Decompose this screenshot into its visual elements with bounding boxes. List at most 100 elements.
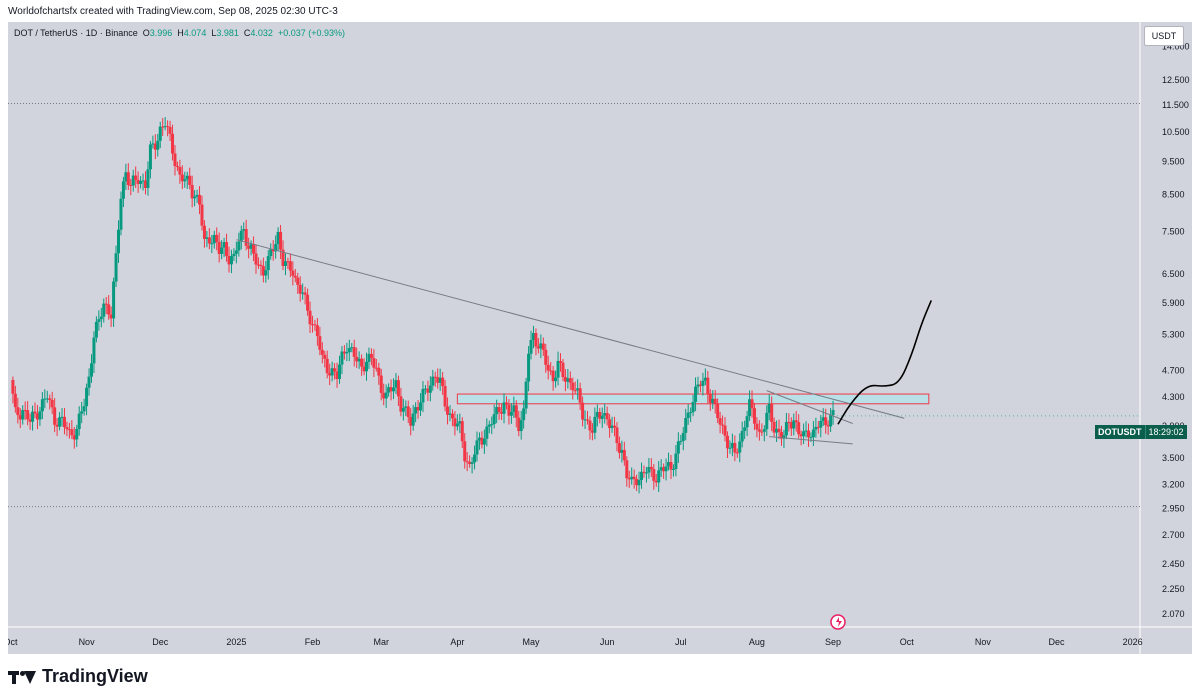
candle-body (35, 413, 39, 420)
candle-body (193, 196, 197, 199)
candle-body (65, 427, 69, 430)
candle-body (477, 437, 481, 441)
candle-body (220, 247, 224, 254)
candle-body (583, 419, 587, 421)
x-tick-label: Sep (825, 637, 841, 647)
candle-body (392, 387, 396, 392)
candle-body (274, 244, 278, 252)
candle-body (136, 179, 140, 184)
y-tick-label: 4.300 (1162, 392, 1185, 402)
candle-body (590, 430, 594, 433)
candle-body (313, 324, 317, 326)
candle-body (87, 376, 91, 388)
candle-body (816, 426, 820, 428)
candle-body (728, 447, 732, 449)
candle-body (659, 467, 663, 471)
candle-body (750, 399, 754, 409)
y-tick-label: 14.000 (1162, 41, 1190, 51)
candle-body (242, 229, 246, 231)
candle-body (116, 229, 120, 254)
candle-body (161, 126, 165, 128)
currency-button[interactable]: USDT (1144, 26, 1184, 46)
candle-body (686, 412, 690, 418)
candle-body (97, 319, 101, 322)
candle-body (237, 241, 241, 251)
candle-body (507, 404, 511, 416)
candle-body (617, 443, 621, 453)
candle-body (43, 398, 47, 400)
candle-body (345, 352, 349, 354)
candle-body (740, 430, 744, 442)
candle-body (755, 423, 759, 430)
candle-body (357, 358, 361, 362)
candle-body (504, 402, 508, 405)
candle-body (21, 410, 25, 420)
candle-body (396, 380, 400, 397)
candle-body (480, 437, 484, 445)
candle-body (210, 243, 214, 245)
candle-body (824, 417, 828, 426)
tradingview-brand[interactable]: TradingView (8, 666, 148, 687)
candle-body (524, 381, 528, 409)
candle-body (340, 351, 344, 365)
x-tick-label: Feb (305, 637, 321, 647)
candle-body (72, 435, 76, 440)
symbol-name: DOT / TetherUS · 1D · Binance (14, 28, 138, 38)
candle-body (121, 181, 125, 199)
candle-body (205, 237, 209, 239)
candle-body (212, 234, 216, 244)
candle-body (556, 360, 560, 378)
candle-body (689, 412, 693, 414)
candle-body (630, 476, 634, 480)
candle-body (721, 424, 725, 426)
event-marker-icon[interactable] (830, 614, 846, 630)
price-badge: DOTUSDT 18:29:02 (1095, 425, 1187, 439)
candle-body (487, 424, 491, 427)
candle-body (502, 402, 506, 414)
candle-body (153, 143, 157, 150)
candle-body (593, 416, 597, 433)
candle-body (676, 441, 680, 454)
candle-body (644, 472, 648, 474)
candle-body (463, 441, 467, 462)
candle-body (431, 376, 435, 386)
candle-body (156, 140, 160, 150)
candle-body (586, 419, 590, 421)
x-tick-label: 2025 (226, 637, 246, 647)
y-tick-label: 2.070 (1162, 609, 1185, 619)
price-chart[interactable]: 14.000 12.500 11.500 10.500 9.500 8.500 7.500 6… (8, 22, 1192, 654)
candle-body (129, 185, 133, 187)
candle-body (328, 373, 332, 376)
x-tick-label: Dec (152, 637, 169, 647)
candle-body (581, 402, 585, 420)
candle-body (600, 415, 604, 419)
candle-body (802, 431, 806, 437)
candle-body (551, 370, 555, 382)
candle-body (436, 377, 440, 383)
candle-body (752, 408, 756, 424)
candle-body (244, 229, 248, 246)
candle-body (743, 427, 747, 431)
candle-body (107, 304, 111, 315)
candle-body (468, 461, 472, 464)
candle-body (517, 417, 521, 432)
candle-body (789, 422, 793, 429)
candle-body (85, 387, 89, 407)
candle-body (315, 325, 319, 337)
candle-body (232, 253, 236, 257)
candle-body (622, 449, 626, 461)
candle-body (772, 421, 776, 433)
candle-body (406, 406, 410, 417)
candle-body (60, 416, 64, 418)
candle-body (426, 388, 430, 393)
lightning-icon (835, 617, 842, 627)
candle-body (261, 266, 265, 276)
candle-body (529, 339, 533, 354)
candle-body (681, 432, 685, 441)
candle-body (738, 441, 742, 453)
candle-body (647, 466, 651, 473)
candle-body (514, 405, 518, 418)
candle-body (374, 367, 378, 369)
candle-body (102, 303, 106, 317)
candle-body (701, 380, 705, 386)
